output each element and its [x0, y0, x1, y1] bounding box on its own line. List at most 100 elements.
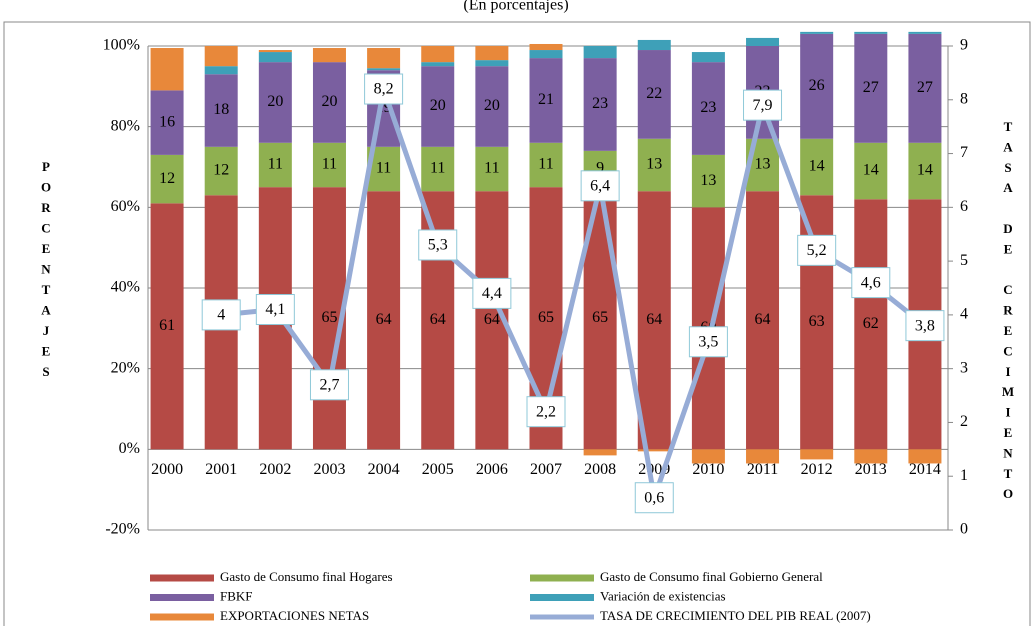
bar-segment: [529, 43, 563, 51]
data-label-box: [905, 310, 945, 342]
bar-segment: [204, 74, 238, 147]
x-tick-label: 2002: [259, 461, 291, 478]
data-label-box: [526, 396, 566, 428]
bar-segment: [150, 90, 184, 155]
x-tick-label: 2010: [692, 461, 724, 478]
bar-segment: [800, 33, 834, 139]
data-label: 11: [268, 156, 283, 173]
data-label: 23: [592, 95, 608, 112]
legend-label: FBKF: [220, 588, 253, 603]
data-label: 13: [755, 156, 771, 173]
data-label: 7,9: [753, 97, 773, 114]
bar-segment: [854, 31, 888, 34]
legend-label: Variación de existencias: [600, 588, 726, 603]
y2-tick-label: 3: [960, 359, 968, 376]
data-label-box: [634, 482, 674, 514]
data-label: 11: [322, 156, 337, 173]
data-label-box: [418, 229, 458, 261]
x-tick-label: 2000: [151, 461, 183, 478]
x-tick-label: 2012: [801, 461, 833, 478]
legend-label: TASA DE CRECIMIENTO DEL PIB REAL (2007): [600, 608, 871, 623]
data-label: 4,4: [482, 285, 502, 302]
data-label: 12: [213, 162, 229, 179]
bar-segment: [637, 191, 671, 450]
y-tick-label: 40%: [111, 279, 140, 296]
data-label: 6,4: [590, 177, 610, 194]
bar-segment: [637, 39, 671, 51]
bar-segment: [529, 50, 563, 59]
data-label: 20: [484, 97, 500, 114]
data-label: 26: [809, 77, 825, 94]
bar-segment: [421, 66, 455, 147]
data-label: 11: [430, 160, 445, 177]
data-label: 5,2: [807, 242, 827, 259]
data-label: 0,6: [644, 489, 664, 506]
data-label: 3,8: [915, 317, 935, 334]
bar-segment: [529, 58, 563, 143]
data-label: 13: [646, 156, 662, 173]
data-label: 20: [430, 97, 446, 114]
bar-segment: [150, 48, 184, 91]
bar-segment: [258, 50, 292, 53]
data-label-box: [309, 369, 349, 401]
bar-segment: [367, 191, 401, 450]
bar-segment: [746, 37, 780, 46]
data-label: 65: [321, 309, 337, 326]
data-label: 20: [267, 93, 283, 110]
bar-segment: [312, 48, 346, 63]
y-tick-label: -20%: [105, 521, 140, 538]
bar-segment: [637, 138, 671, 192]
bar-segment: [800, 138, 834, 196]
data-label: 64: [376, 311, 392, 328]
x-tick-label: 2011: [747, 461, 778, 478]
bar-segment: [583, 449, 617, 456]
y-tick-label: 60%: [111, 198, 140, 215]
legend-label: Gasto de Consumo final Hogares: [220, 569, 393, 584]
x-tick-label: 2013: [855, 461, 887, 478]
bar-segment: [204, 46, 238, 67]
data-label: 4,1: [265, 301, 285, 318]
data-label: 4: [217, 307, 225, 324]
bar-segment: [529, 142, 563, 188]
bar-segment: [367, 48, 401, 69]
data-label: 4,6: [861, 274, 881, 291]
bar-segment: [854, 142, 888, 200]
bar-segment: [746, 191, 780, 450]
bar-segment: [258, 62, 292, 143]
y-tick-label: 80%: [111, 117, 140, 134]
bar-segment: [637, 449, 671, 452]
legend-label: EXPORTACIONES NETAS: [220, 608, 369, 623]
bar-segment: [908, 33, 942, 143]
y2-tick-label: 0: [960, 521, 968, 538]
x-tick-label: 2004: [368, 461, 400, 478]
data-label: 27: [917, 79, 933, 96]
y2-tick-label: 6: [960, 198, 968, 215]
legend-swatch: [150, 594, 214, 601]
data-label: 65: [592, 309, 608, 326]
legend-swatch: [530, 594, 594, 601]
data-label: 21: [538, 91, 554, 108]
data-label: 12: [159, 170, 175, 187]
bar-segment: [583, 58, 617, 151]
data-label: 5,3: [428, 237, 448, 254]
bar-segment: [854, 449, 888, 464]
bar-segment: [312, 142, 346, 188]
bar-segment: [150, 203, 184, 450]
bar-segment: [312, 62, 346, 143]
bar-segment: [691, 449, 725, 464]
bar-segment: [691, 62, 725, 155]
data-label-box: [201, 299, 241, 331]
data-label: 22: [646, 85, 662, 102]
bar-segment: [421, 62, 455, 67]
x-tick-label: 2003: [313, 461, 345, 478]
legend-swatch: [150, 574, 214, 582]
x-tick-label: 2007: [530, 461, 562, 478]
bar-segment: [204, 66, 238, 75]
y2-tick-label: 4: [960, 306, 968, 323]
bar-segment: [800, 31, 834, 34]
x-tick-label: 2008: [584, 461, 616, 478]
bar-segment: [475, 46, 509, 61]
legend-swatch: [530, 574, 594, 582]
data-label: 64: [646, 311, 662, 328]
